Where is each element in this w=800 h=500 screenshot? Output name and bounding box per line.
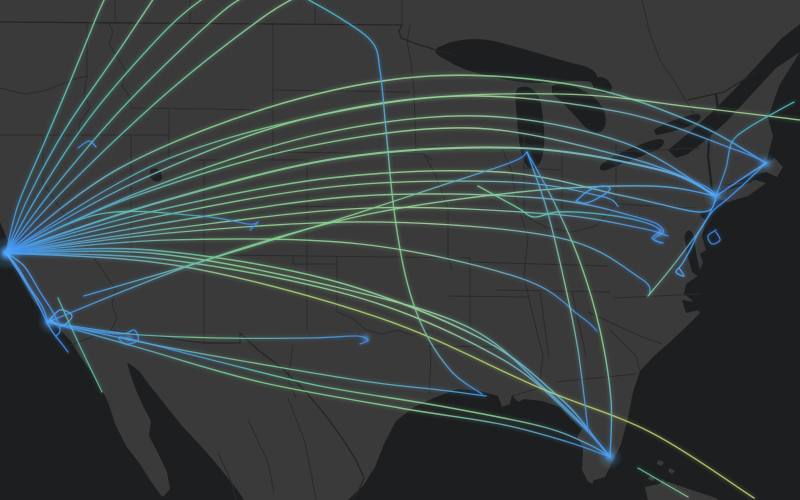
pacific-ocean [0, 222, 244, 500]
flight-path-sfo-caribbean-yellow [5, 252, 755, 499]
flight-path-sfo-pit [5, 180, 619, 254]
state-border [467, 261, 609, 267]
hub-washington-dc [658, 230, 664, 236]
hub-dallas [363, 335, 369, 341]
hub-los-angeles [45, 317, 55, 327]
country-border [687, 71, 757, 101]
state-border [571, 291, 587, 357]
flight-path-sfo-bwi [5, 206, 669, 254]
flight-path-sfo-ewr [5, 170, 717, 254]
flight-path-cleveland-holding-loop [575, 185, 611, 204]
island [648, 476, 655, 481]
hub-new-york [711, 191, 721, 201]
flight-path-ord-tpa [526, 151, 589, 431]
hub-glow-layer [0, 154, 775, 468]
flight-path-sfo-tpa [5, 250, 589, 431]
hub-phoenix [126, 335, 132, 341]
flight-path-california-baja-teal [57, 297, 103, 393]
flight-path-lax-nyc [47, 185, 717, 323]
flight-path-sfo-northeast-2 [5, 0, 154, 254]
state-border [587, 311, 663, 345]
flight-path-nevada-chevron [77, 140, 97, 149]
flight-path-delmarva-loop [707, 229, 721, 245]
flight-path-sfo-northeast-1 [5, 0, 105, 254]
state-border [523, 167, 563, 171]
flight-path-fargo-turn-south [307, 0, 483, 395]
country-border [239, 332, 365, 500]
state-border [609, 329, 641, 372]
state-border [615, 147, 701, 153]
island [668, 468, 675, 474]
flight-path-sfo-bos-1 [5, 74, 767, 254]
hub-miami [605, 452, 615, 462]
flight-path-sfo-lax-2 [5, 252, 61, 337]
state-border [423, 153, 449, 209]
lake [682, 300, 699, 313]
flight-path-sfo-east-exit [5, 93, 800, 254]
island [589, 480, 594, 484]
state-border [107, 21, 132, 107]
state-border [539, 291, 550, 359]
flight-path-sfo-northeast-3 [5, 0, 203, 254]
state-border [0, 75, 88, 95]
flight-path-sfo-den [5, 210, 259, 254]
atlantic-gulf-ocean [348, 52, 800, 500]
flight-path-sfo-northeast-4 [5, 0, 241, 254]
state-border [613, 293, 701, 299]
lake [435, 39, 598, 84]
flight-path-las-ord [83, 151, 528, 297]
state-border [292, 256, 429, 336]
flight-path-nyc-north-exit [715, 101, 795, 197]
hub-san-francisco [0, 246, 13, 260]
island [657, 460, 664, 466]
flight-path-sfo-northeast-5 [5, 0, 293, 254]
flight-path-sfo-nyc-1 [5, 115, 717, 254]
flight-path-ord-mia [526, 151, 613, 458]
state-border [287, 397, 317, 500]
flight-path-sfo-mia-2 [5, 252, 611, 458]
state-border [247, 419, 275, 493]
state-border [555, 373, 637, 383]
hub-boston [762, 159, 770, 167]
country-border [0, 21, 459, 57]
river-line [714, 93, 721, 119]
state-border [447, 295, 531, 298]
state-border [641, 0, 696, 117]
state-border [272, 89, 411, 93]
river-line [706, 127, 714, 191]
state-border [130, 107, 274, 111]
flight-path-cuba-hop [637, 467, 689, 498]
state-border [429, 345, 501, 348]
flight-path-bos-coastal-south [675, 162, 767, 277]
flight-path-sfo-nyc-3 [4, 146, 718, 255]
flight-path-lax-mia-2 [47, 321, 611, 458]
state-border [77, 22, 91, 136]
state-border [217, 451, 237, 500]
flight-path-sfo-mia-1 [5, 247, 611, 458]
flight-path-sfo-atl [5, 238, 598, 332]
flight-path-ohio-dc-arrival [477, 185, 662, 244]
flight-path-sfo-clt [5, 221, 651, 295]
